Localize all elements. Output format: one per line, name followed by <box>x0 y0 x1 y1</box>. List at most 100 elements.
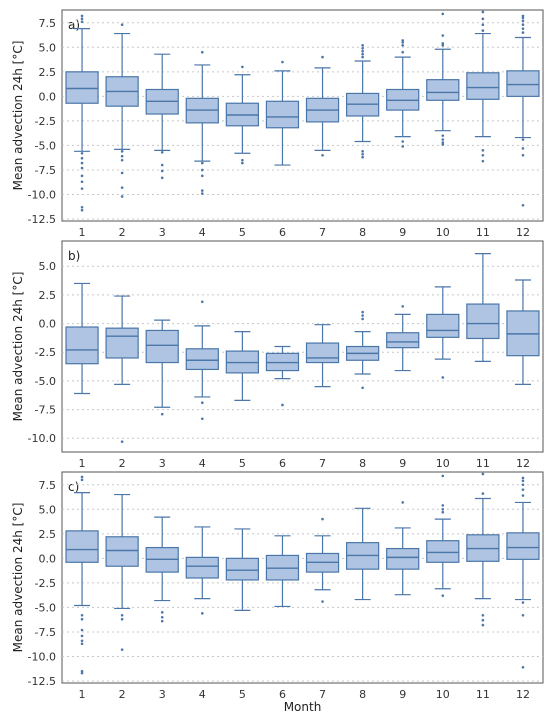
panel-a-outlier-point <box>321 153 324 157</box>
panel-c-y-tick-label: -2.5 <box>35 577 56 590</box>
panel-a-label: a) <box>68 18 80 32</box>
panel-a-frame <box>61 9 544 222</box>
panel-a-outlier-point <box>321 55 324 59</box>
panel-c-box <box>506 532 540 560</box>
panel-a-outlier-point <box>241 158 244 162</box>
panel-c-outlier-point <box>441 510 445 514</box>
panel-b-y-tick-label: -5.0 <box>35 375 56 388</box>
panel-b-outlier-point <box>401 305 405 308</box>
panel-b-y-tick-label: -2.5 <box>35 346 56 359</box>
panel-c-ylabel: Mean advection 24h [°C] <box>11 503 25 653</box>
panel-a-outlier-point <box>160 163 164 167</box>
panel-a-outlier-point <box>120 171 124 175</box>
panel-a-outlier-point <box>120 186 124 189</box>
panel-c-outlier-point <box>120 617 124 621</box>
panel-b-x-tick-label: 4 <box>199 457 206 470</box>
panel-c-x-tick-label: 6 <box>279 688 286 701</box>
panel-a-outlier-point <box>521 27 525 30</box>
panel-c-outlier-point <box>321 600 324 603</box>
panel-c-outlier-point <box>441 504 445 507</box>
panel-a-outlier-point <box>521 147 525 150</box>
panel-a-outlier-point <box>160 176 164 180</box>
panel-a-x-tick-label: 1 <box>79 226 86 239</box>
panel-b-x-tick-label: 9 <box>399 457 406 470</box>
panel-a-x-tick-label: 12 <box>516 226 530 239</box>
panel-c-box <box>185 556 219 579</box>
panel-a-outlier-point <box>401 41 405 44</box>
panel-c-y-tick-label: -7.5 <box>35 626 56 639</box>
panel-b-box <box>386 332 420 349</box>
x-axis-label: Month <box>284 700 322 714</box>
panel-b-outlier-point <box>200 417 204 421</box>
panel-c-outlier-point <box>481 472 485 476</box>
panel-a-outlier-point <box>241 65 244 69</box>
panel-c-outlier-point <box>80 478 84 482</box>
panel-b-y-tick-label: 5.0 <box>39 260 57 273</box>
panel-a-outlier-point <box>481 149 485 152</box>
panel-c-outlier-point <box>441 507 445 511</box>
panel-c-outlier-point <box>441 594 445 597</box>
panel-b-y-tick-label: -7.5 <box>35 404 56 417</box>
panel-c-outlier-point <box>521 483 525 487</box>
panel-a-outlier-point <box>521 153 525 157</box>
panel-a-outlier-point <box>200 189 204 192</box>
panel-b-y-tick-label: 0.0 <box>39 318 57 331</box>
panel-c-y-tick-label: -5.0 <box>35 601 56 614</box>
panel-a-ylabel: Mean advection 24h [°C] <box>11 41 25 191</box>
panel-a-outlier-point <box>80 187 84 190</box>
panel-b-box <box>105 327 139 359</box>
panel-a-outlier-point <box>361 150 364 153</box>
panel-a-outlier-point <box>80 20 84 24</box>
panel-a-outlier-point <box>80 161 84 165</box>
panel-b-box <box>426 313 460 338</box>
panel-c-outlier-point <box>481 623 485 627</box>
panel-a-box <box>265 100 300 129</box>
panel-b-x-tick-label: 8 <box>359 457 366 470</box>
panel-c-outlier-point <box>80 634 84 638</box>
panel-c-x-tick-label: 12 <box>516 688 530 701</box>
panel-c-outlier-point <box>200 612 204 615</box>
panel-a-box <box>426 79 460 101</box>
panel-a-outlier-point <box>441 134 445 137</box>
panel-b-outlier-point <box>361 314 364 317</box>
panel-b-outlier-point <box>120 440 124 443</box>
panel-a-outlier-point <box>80 14 84 18</box>
panel-a-outlier-point <box>200 174 204 178</box>
panel-c-x-tick-label: 10 <box>436 688 450 701</box>
panel-b-outlier-point <box>441 376 445 379</box>
panel-c-outlier-point <box>80 642 84 646</box>
panel-c-box <box>65 530 99 563</box>
panel-a-y-tick-label: 7.5 <box>39 17 57 30</box>
panel-a-outlier-point <box>441 143 445 146</box>
panel-a-y-tick-label: -5.0 <box>35 139 56 152</box>
panel-a-x-tick-label: 9 <box>399 226 406 239</box>
panel-c-outlier-point <box>441 474 445 478</box>
panel-c-outlier-point <box>521 479 525 483</box>
panel-c-y-tick-label: -12.5 <box>28 675 56 688</box>
panel-b-y-tick-label: 2.5 <box>39 289 57 302</box>
panel-c-outlier-point <box>401 501 405 504</box>
panel-a-outlier-point <box>481 23 485 27</box>
panel-a-outlier-point <box>401 50 405 54</box>
panel-c-x-tick-label: 7 <box>319 688 326 701</box>
panel-a-y-tick-label: 0.0 <box>39 90 57 103</box>
panel-c-outlier-point <box>80 613 84 617</box>
panel-a-outlier-point <box>361 155 364 159</box>
panel-a-outlier-point <box>80 17 84 21</box>
panel-b-x-tick-label: 10 <box>436 457 450 470</box>
panel-a-y-tick-label: -10.0 <box>28 189 56 202</box>
panel-c-outlier-point <box>160 619 164 623</box>
panel-a-outlier-point <box>120 154 124 158</box>
panel-a-outlier-point <box>441 138 445 141</box>
panel-a-outlier-point <box>80 156 84 160</box>
panel-c-x-tick-label: 1 <box>79 688 86 701</box>
panel-a-x-tick-label: 6 <box>279 226 286 239</box>
panel-c-outlier-point <box>160 615 164 619</box>
panel-b-box <box>65 326 99 365</box>
panel-a-outlier-point <box>281 60 284 64</box>
panel-b-box <box>145 329 179 364</box>
panel-b-y-tick-label: -10.0 <box>28 432 56 445</box>
panel-c-y-tick-label: -10.0 <box>28 651 56 664</box>
panel-c-outlier-point <box>481 618 485 622</box>
panel-b-outlier-point <box>361 386 364 390</box>
